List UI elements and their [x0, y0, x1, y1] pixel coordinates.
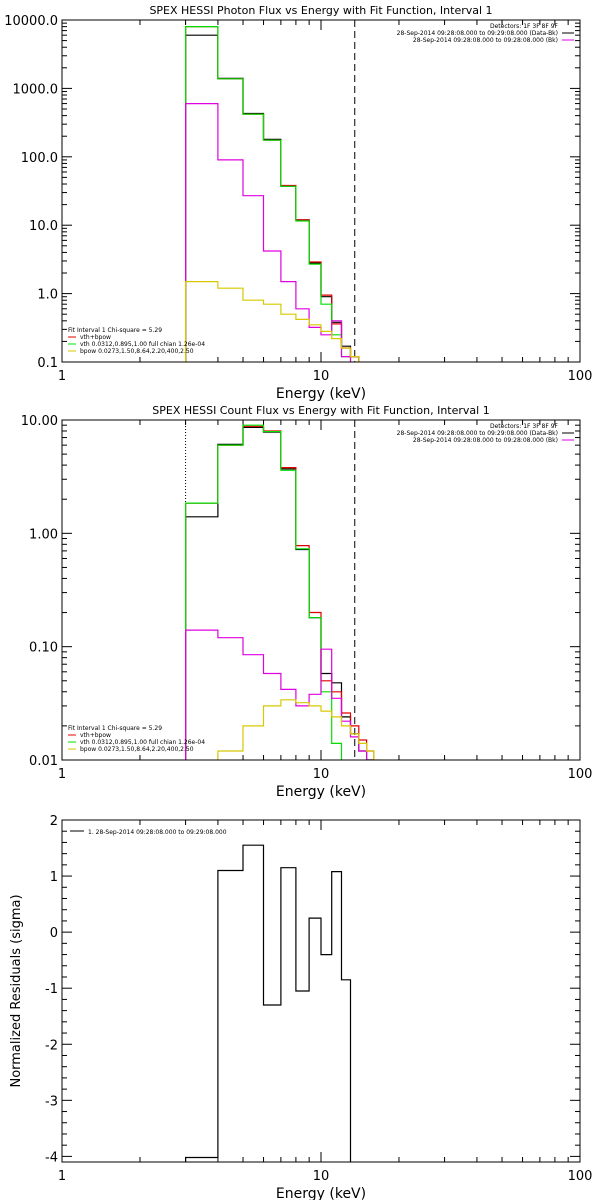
header-line: 28-Sep-2014 09:28:08.000 to 09:29:08.000… — [397, 30, 558, 37]
legend-entry: vth+bpow — [80, 334, 111, 341]
legend-entry: 1. 28-Sep-2014 09:28:08.000 to 09:29:08.… — [88, 829, 227, 836]
legend-entry: vth 0.0312,0.895,1.00 full chian 1.26e-0… — [80, 341, 205, 348]
series-4-line — [185, 699, 388, 760]
y-tick-label: 1000.0 — [13, 82, 59, 97]
photon-flux-chart: SPEX HESSI Photon Flux vs Energy with Fi… — [4, 4, 592, 402]
header-line: Detectors: 1F 3F 8F 9F — [490, 423, 559, 430]
legend-entry: bpow 0.0273,1.50,8.64,2.20,400,2.50 — [80, 348, 194, 355]
x-tick-label: 100 — [568, 369, 593, 384]
y-tick-label: 100.0 — [21, 151, 58, 166]
x-axis-label: Energy (keV) — [276, 1186, 366, 1200]
series-3-line — [185, 629, 388, 760]
y-tick-label: 0 — [50, 926, 58, 941]
y-tick-label: -4 — [45, 1150, 58, 1165]
chart-title: SPEX HESSI Photon Flux vs Energy with Fi… — [149, 4, 492, 17]
y-tick-label: 0.01 — [29, 754, 58, 769]
y-tick-label: 1.0 — [37, 288, 58, 303]
x-axis-label: Energy (keV) — [276, 386, 366, 402]
y-tick-label: 2 — [50, 814, 58, 829]
legend-entry: vth+bpow — [80, 732, 111, 739]
x-tick-label: 100 — [568, 767, 593, 782]
count-flux-chart: SPEX HESSI Count Flux vs Energy with Fit… — [21, 404, 593, 800]
y-tick-label: 1 — [50, 870, 58, 885]
legend-entry: Fit Interval 1 Chi-square = 5.29 — [68, 725, 162, 732]
y-tick-label: 10.00 — [21, 414, 58, 429]
series-1-line — [185, 425, 388, 760]
y-tick-label: 0.1 — [37, 356, 58, 371]
legend-entry: Fit Interval 1 Chi-square = 5.29 — [68, 327, 162, 334]
header-line: 28-Sep-2014 09:28:08.000 to 09:28:08.000… — [413, 437, 558, 444]
y-tick-label: -1 — [45, 982, 58, 997]
y-tick-label: 10000.0 — [4, 14, 58, 29]
series-3-line — [185, 103, 360, 362]
x-tick-label: 1 — [58, 767, 66, 782]
series-2-line — [185, 26, 360, 362]
y-tick-label: -3 — [45, 1094, 58, 1109]
series-0-line — [185, 426, 388, 760]
y-tick-label: 10.0 — [29, 219, 58, 234]
x-tick-label: 1 — [58, 369, 66, 384]
x-tick-label: 100 — [568, 1169, 593, 1184]
y-tick-label: -2 — [45, 1038, 58, 1053]
chart-title: SPEX HESSI Count Flux vs Energy with Fit… — [152, 404, 489, 417]
series-0-line — [185, 844, 352, 1162]
legend-entry: vth 0.0312,0.895,1.00 full chian 1.26e-0… — [80, 739, 205, 746]
header-line: 28-Sep-2014 09:28:08.000 to 09:28:08.000… — [413, 37, 558, 44]
series-2-line — [185, 424, 388, 760]
series-0-line — [185, 34, 360, 362]
plot-frame — [61, 819, 581, 1163]
y-axis-label: Normalized Residuals (sigma) — [9, 894, 24, 1087]
legend-entry: bpow 0.0273,1.50,8.64,2.20,400,2.50 — [80, 746, 194, 753]
series-4-line — [185, 281, 360, 362]
header-line: 28-Sep-2014 09:28:08.000 to 09:29:08.000… — [397, 430, 558, 437]
x-tick-label: 1 — [58, 1169, 66, 1184]
series-1-line — [185, 26, 360, 362]
x-axis-label: Energy (keV) — [276, 784, 366, 800]
x-tick-label: 10 — [313, 1169, 330, 1184]
y-tick-label: 0.10 — [29, 641, 58, 656]
x-tick-label: 10 — [313, 767, 330, 782]
y-tick-label: 1.00 — [29, 527, 58, 542]
header-line: Detectors: 1F 3F 8F 9F — [490, 23, 559, 30]
plot-frame — [61, 19, 581, 363]
plot-frame — [61, 419, 581, 761]
x-tick-label: 10 — [313, 369, 330, 384]
